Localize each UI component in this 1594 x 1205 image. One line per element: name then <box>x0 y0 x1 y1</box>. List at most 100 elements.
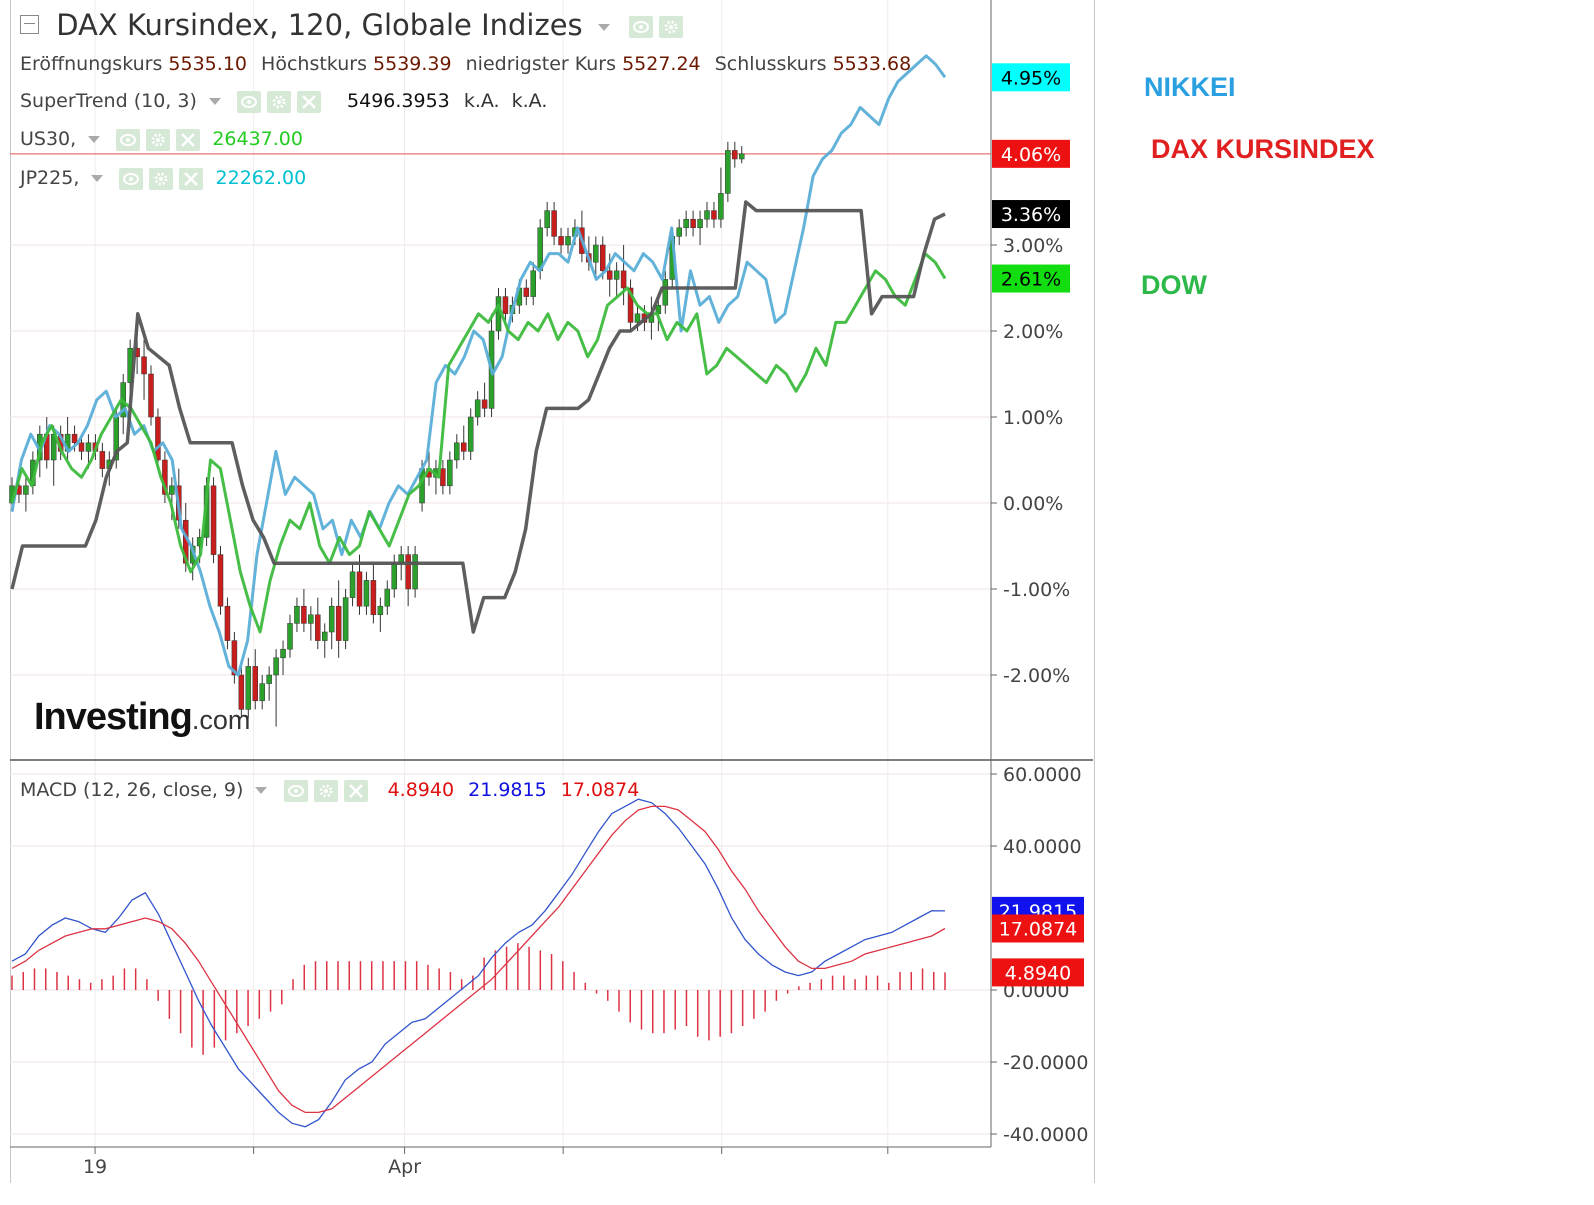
macd-tick-label: 60.0000 <box>1003 764 1082 786</box>
price-badge <box>992 63 1070 92</box>
jp225-value: 22262.00 <box>215 167 307 189</box>
overlay-lines <box>10 54 947 677</box>
candle-body <box>155 416 161 461</box>
dow-label: DOW <box>1141 270 1207 300</box>
candle-body <box>551 210 557 237</box>
time-axis-ticks: 19 Apr <box>83 1147 889 1178</box>
price-tick-label: 3.00% <box>1003 235 1063 257</box>
macd-badge <box>992 914 1084 943</box>
candle-body <box>447 459 453 487</box>
gear-icon[interactable] <box>659 16 684 38</box>
candle-body <box>502 296 509 315</box>
close-icon[interactable] <box>179 167 204 190</box>
price-tick-label: -1.00% <box>1003 579 1070 601</box>
low-label: niedrigster Kurs <box>465 53 617 75</box>
candle-body <box>405 554 411 590</box>
nikkei-label: NIKKEI <box>1144 72 1236 102</box>
macd-series-signal <box>11 805 946 1114</box>
price-tick-label: 0.00% <box>1003 493 1063 515</box>
macd-gridlines <box>10 773 991 1135</box>
investing-logo: Investing.com <box>34 696 250 739</box>
eye-icon[interactable] <box>283 779 308 802</box>
candle-body <box>210 485 217 555</box>
gear-icon[interactable] <box>313 779 338 802</box>
chevron-down-icon[interactable] <box>88 136 101 143</box>
candle-body <box>461 442 467 452</box>
candle-body <box>634 313 641 323</box>
candle-body <box>335 605 342 641</box>
price-badge-label: 4.95% <box>1001 67 1061 89</box>
candle-body <box>315 614 321 641</box>
candle-body <box>544 210 550 229</box>
series-supertrend <box>10 200 946 634</box>
price-badge-label: 4.06% <box>1001 144 1061 166</box>
macd-badge-label: 4.8940 <box>1005 962 1071 984</box>
chevron-down-icon[interactable] <box>91 175 104 182</box>
close-icon[interactable] <box>176 128 201 151</box>
supertrend-na-2: k.A. <box>511 90 548 112</box>
candle-body <box>169 485 175 495</box>
candle-body <box>613 270 620 280</box>
macd-label: MACD (12, 26, close, 9) <box>20 779 244 801</box>
candle-body <box>245 666 252 710</box>
price-badge <box>992 264 1070 293</box>
jp225-label: JP225, <box>20 167 80 189</box>
candle-body <box>85 442 92 452</box>
candle-body <box>252 666 258 702</box>
collapse-icon[interactable] <box>20 14 39 34</box>
candle-body <box>718 193 724 220</box>
open-label: Eröffnungskurs <box>20 53 163 75</box>
close-icon[interactable] <box>343 779 368 802</box>
price-tick-label: 1.00% <box>1003 407 1063 429</box>
eye-icon[interactable] <box>629 16 654 38</box>
gear-icon[interactable] <box>146 128 171 151</box>
eye-icon[interactable] <box>116 128 141 151</box>
us30-value: 26437.00 <box>212 128 303 150</box>
candle-body <box>301 605 307 624</box>
chevron-down-icon[interactable] <box>255 787 268 794</box>
candle-body <box>370 580 377 616</box>
macd-series-macd <box>11 798 946 1128</box>
close-value: 5533.68 <box>832 53 912 75</box>
gear-icon[interactable] <box>149 167 174 190</box>
jp225-legend: JP225, 22262.00 <box>20 167 306 190</box>
supertrend-label: SuperTrend (10, 3) <box>20 90 197 112</box>
candle-body <box>600 244 606 272</box>
candle-body <box>690 218 696 229</box>
candle-body <box>377 605 384 616</box>
candle-body <box>662 279 669 306</box>
candle-body <box>627 287 634 323</box>
gear-icon[interactable] <box>266 90 291 113</box>
chevron-down-icon[interactable] <box>597 23 610 31</box>
candle-body <box>558 236 564 246</box>
chart-frame <box>10 0 1095 1183</box>
candle-body <box>391 562 397 590</box>
logo-suffix: .com <box>191 705 251 735</box>
macd-legend: MACD (12, 26, close, 9) 4.8940 21.9815 1… <box>20 779 639 802</box>
candle-body <box>99 451 106 469</box>
macd-hist-value: 4.8940 <box>387 779 455 801</box>
series-jp225 <box>10 54 947 677</box>
candle-body <box>606 270 613 280</box>
candle-body <box>148 373 154 418</box>
macd-tick-label: -20.0000 <box>1003 1052 1088 1074</box>
candle-body <box>273 657 279 676</box>
macd-badge-label: 17.0874 <box>999 918 1078 940</box>
chevron-down-icon[interactable] <box>208 98 221 105</box>
candle-body <box>308 614 314 624</box>
price-badge <box>992 200 1070 229</box>
price-badge-label: 3.36% <box>1001 204 1061 226</box>
candle-body <box>739 153 745 160</box>
close-label: Schlusskurs <box>714 53 827 75</box>
candle-body <box>683 218 689 229</box>
candle-body <box>266 674 272 684</box>
close-icon[interactable] <box>296 90 321 113</box>
candle-body <box>620 270 627 289</box>
eye-icon[interactable] <box>236 90 261 113</box>
series-us30 <box>10 252 947 634</box>
eye-icon[interactable] <box>119 167 144 190</box>
candle-body <box>328 605 335 633</box>
